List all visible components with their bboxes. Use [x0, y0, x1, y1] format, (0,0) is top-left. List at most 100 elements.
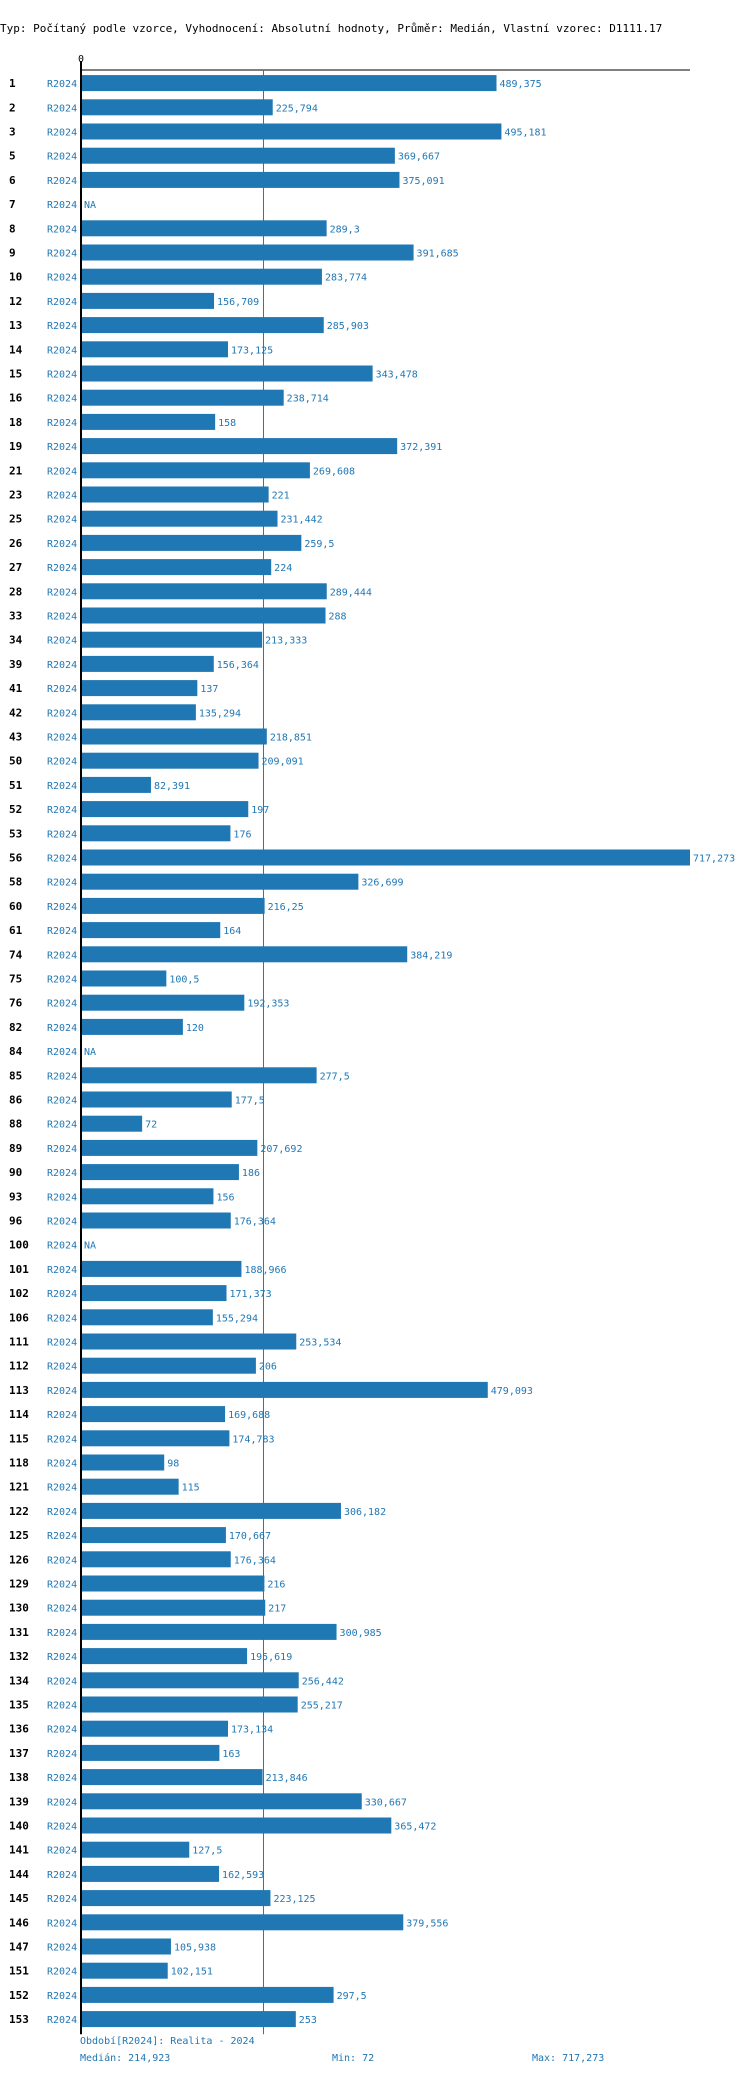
bar: [81, 268, 322, 285]
series-label: R2024: [47, 321, 77, 332]
value-label: 162,593: [222, 1870, 264, 1881]
bar: [81, 220, 327, 237]
value-label: NA: [84, 1047, 96, 1058]
series-label: R2024: [47, 660, 77, 671]
value-label: 174,783: [232, 1434, 274, 1445]
series-label: R2024: [47, 1870, 77, 1881]
series-label: R2024: [47, 418, 77, 429]
category-label: 53: [9, 827, 22, 840]
series-label: R2024: [47, 950, 77, 961]
bar: [81, 1865, 220, 1882]
series-label: R2024: [47, 1628, 77, 1639]
category-label: 33: [9, 610, 22, 623]
category-label: 76: [9, 997, 23, 1010]
category-label: 58: [9, 876, 22, 889]
bar: [81, 292, 215, 309]
bar: [81, 849, 690, 866]
value-label: 120: [186, 1023, 204, 1034]
value-label: 155,294: [216, 1313, 258, 1324]
series-label: R2024: [47, 1071, 77, 1082]
bar: [81, 1309, 213, 1326]
category-label: 15: [9, 368, 22, 381]
value-label: 216: [267, 1580, 285, 1591]
category-label: 100: [9, 1239, 29, 1252]
value-label: 173,134: [231, 1725, 273, 1736]
category-label: 75: [9, 973, 22, 986]
series-label: R2024: [47, 733, 77, 744]
series-label: R2024: [47, 612, 77, 623]
series-label: R2024: [47, 1725, 77, 1736]
bar: [81, 486, 269, 503]
bar: [81, 1793, 362, 1810]
bar: [81, 1188, 214, 1205]
bar: [81, 825, 231, 842]
footer-median: Medián: 214,923: [80, 2053, 171, 2064]
value-label: 255,217: [301, 1701, 343, 1712]
category-label: 41: [9, 682, 23, 695]
series-label: R2024: [47, 829, 77, 840]
category-label: 9: [9, 247, 16, 260]
series-label: R2024: [47, 1507, 77, 1518]
chart-title: Typ: Počítaný podle vzorce, Vyhodnocení:…: [0, 22, 663, 35]
value-label: 195,619: [250, 1652, 292, 1663]
value-label: 186: [242, 1168, 260, 1179]
bar: [81, 1502, 341, 1519]
bar: [81, 1260, 242, 1277]
bar: [81, 1623, 337, 1640]
category-label: 144: [9, 1868, 29, 1881]
series-label: R2024: [47, 273, 77, 284]
bar: [81, 1018, 183, 1035]
value-label: 326,699: [361, 878, 403, 889]
bar: [81, 752, 259, 769]
value-label: NA: [84, 200, 96, 211]
bar: [81, 559, 272, 576]
series-label: R2024: [47, 999, 77, 1010]
bar: [81, 510, 278, 527]
series-label: R2024: [47, 975, 77, 986]
series-label: R2024: [47, 1168, 77, 1179]
category-label: 60: [9, 900, 22, 913]
bar: [81, 244, 414, 261]
bar: [81, 317, 324, 334]
value-label: 256,442: [302, 1676, 344, 1687]
value-label: 137: [200, 684, 218, 695]
series-label: R2024: [47, 466, 77, 477]
series-label: R2024: [47, 684, 77, 695]
bar: [81, 413, 216, 430]
category-label: 141: [9, 1844, 29, 1857]
value-label: 216,25: [268, 902, 304, 913]
category-label: 147: [9, 1941, 29, 1954]
series-label: R2024: [47, 79, 77, 90]
category-label: 43: [9, 731, 22, 744]
category-label: 111: [9, 1336, 29, 1349]
value-label: 384,219: [410, 950, 452, 961]
series-label: R2024: [47, 1386, 77, 1397]
category-label: 139: [9, 1795, 29, 1808]
category-label: 130: [9, 1602, 29, 1615]
series-label: R2024: [47, 1797, 77, 1808]
value-label: 173,125: [231, 345, 273, 356]
value-label: 479,093: [491, 1386, 533, 1397]
value-label: 82,391: [154, 781, 190, 792]
series-label: R2024: [47, 370, 77, 381]
series-label: R2024: [47, 1120, 77, 1131]
category-label: 27: [9, 561, 22, 574]
value-label: 176: [233, 829, 251, 840]
category-label: 1: [9, 77, 16, 90]
category-label: 74: [9, 948, 23, 961]
value-label: 231,442: [281, 515, 323, 526]
series-label: R2024: [47, 1846, 77, 1857]
category-label: 131: [9, 1626, 29, 1639]
bar: [81, 583, 327, 600]
value-label: 171,373: [230, 1289, 272, 1300]
series-label: R2024: [47, 708, 77, 719]
category-label: 134: [9, 1674, 29, 1687]
series-label: R2024: [47, 297, 77, 308]
category-label: 115: [9, 1432, 29, 1445]
bar: [81, 1454, 165, 1471]
series-label: R2024: [47, 1289, 77, 1300]
bar: [81, 1164, 239, 1181]
series-label: R2024: [47, 1459, 77, 1470]
category-label: 5: [9, 150, 16, 163]
series-label: R2024: [47, 1652, 77, 1663]
